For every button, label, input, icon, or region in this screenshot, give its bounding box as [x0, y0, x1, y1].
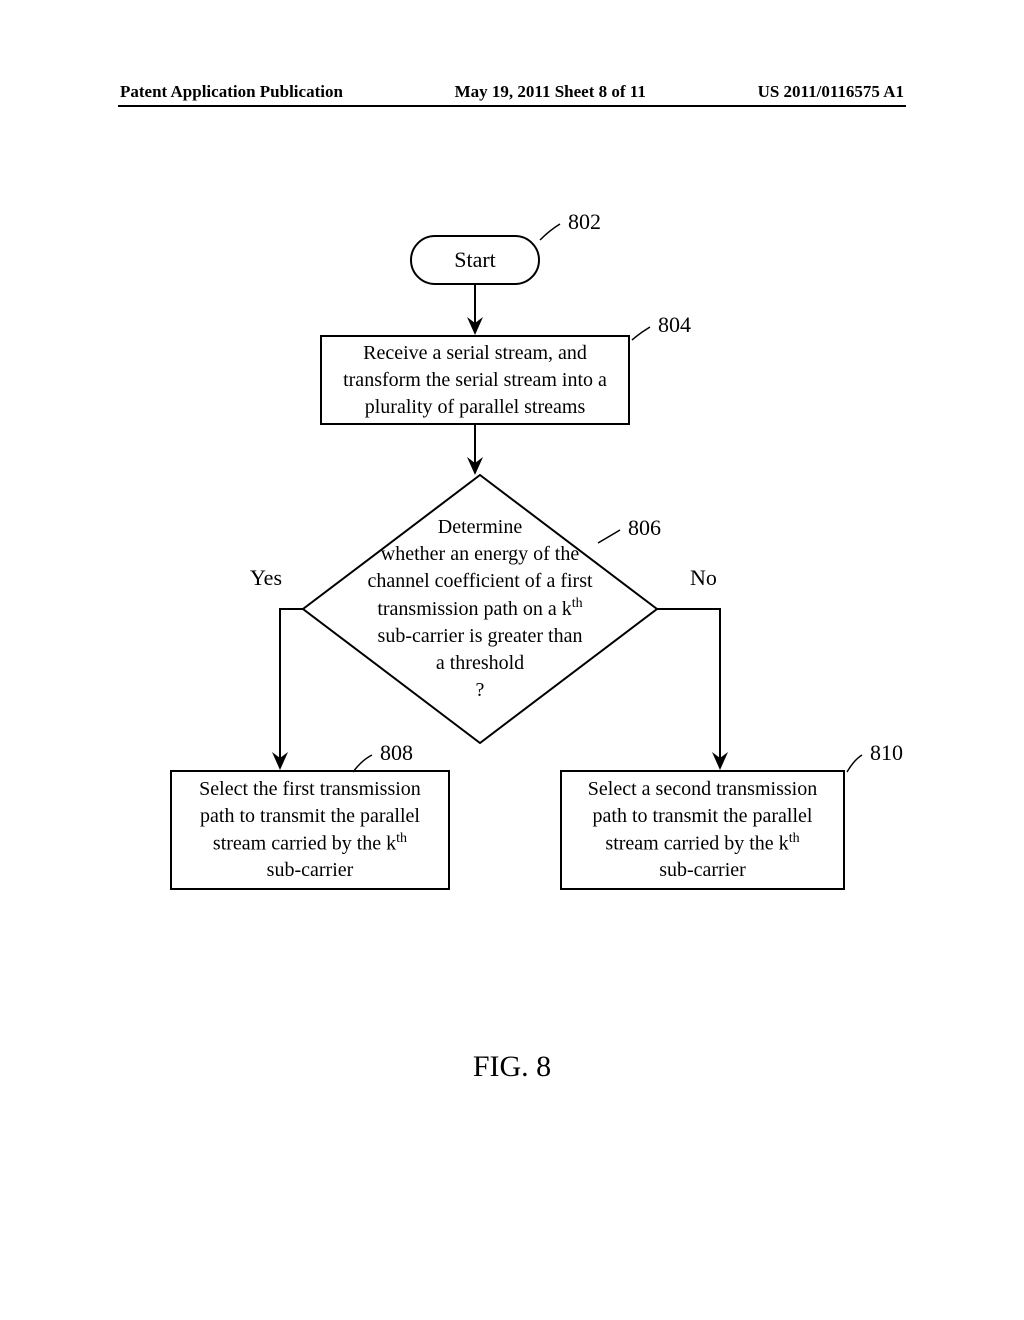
- header-left: Patent Application Publication: [120, 82, 343, 102]
- ref-810: 810: [870, 740, 903, 766]
- process-804-text: Receive a serial stream, and transform t…: [330, 340, 620, 421]
- yes-label: Yes: [250, 565, 282, 591]
- start-node: Start: [410, 235, 540, 285]
- figure-caption: FIG. 8: [473, 1050, 551, 1084]
- process-804: Receive a serial stream, and transform t…: [320, 335, 630, 425]
- ref-804: 804: [658, 312, 691, 338]
- no-label: No: [690, 565, 717, 591]
- ref-808: 808: [380, 740, 413, 766]
- process-810-text: Select a second transmission path to tra…: [588, 776, 817, 885]
- process-810: Select a second transmission path to tra…: [560, 770, 845, 890]
- header-right: US 2011/0116575 A1: [758, 82, 904, 102]
- page-header: Patent Application Publication May 19, 2…: [0, 82, 1024, 102]
- flowchart: Start Receive a serial stream, and trans…: [0, 180, 1024, 1080]
- decision-806-text: Determine whether an energy of the chann…: [335, 514, 625, 704]
- process-808-text: Select the first transmission path to tr…: [199, 776, 421, 885]
- header-rule: [118, 105, 906, 107]
- process-808: Select the first transmission path to tr…: [170, 770, 450, 890]
- ref-806: 806: [628, 515, 661, 541]
- start-label: Start: [454, 247, 496, 273]
- decision-806: Determine whether an energy of the chann…: [303, 475, 657, 743]
- ref-802: 802: [568, 209, 601, 235]
- header-center: May 19, 2011 Sheet 8 of 11: [455, 82, 646, 102]
